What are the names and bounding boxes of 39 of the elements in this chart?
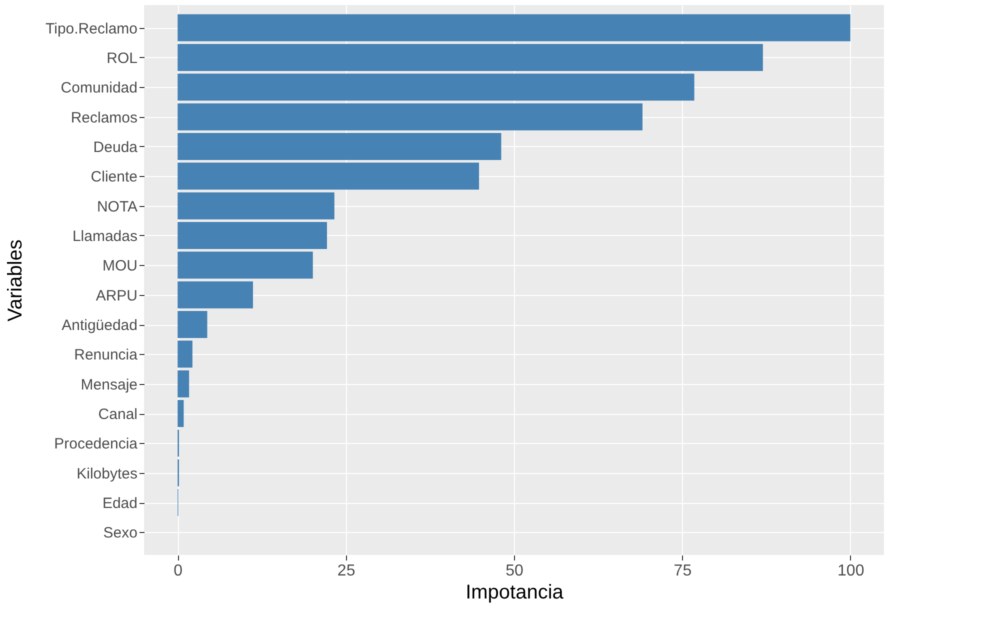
bar bbox=[178, 281, 253, 308]
bar bbox=[178, 311, 208, 338]
bar bbox=[178, 252, 313, 279]
y-tick-label: ROL bbox=[106, 50, 138, 67]
bar bbox=[178, 400, 184, 428]
y-tick-label: Antigüedad bbox=[62, 317, 138, 334]
y-tick-label: MOU bbox=[102, 258, 138, 275]
y-tick-label: Procedencia bbox=[54, 436, 138, 453]
bar bbox=[178, 340, 192, 368]
y-tick-label: Mensaje bbox=[80, 376, 138, 394]
x-tick-label: 100 bbox=[838, 562, 864, 580]
y-tick-label: Sexo bbox=[103, 524, 138, 542]
x-tick-label: 25 bbox=[337, 562, 356, 580]
bar bbox=[178, 192, 334, 220]
y-tick-label: Cliente bbox=[90, 168, 138, 186]
x-tick-label: 50 bbox=[506, 562, 524, 580]
x-axis-title: Impotancia bbox=[466, 582, 564, 604]
bar bbox=[178, 222, 327, 249]
bar bbox=[178, 162, 480, 190]
bar bbox=[178, 44, 763, 71]
y-axis-title: Variables bbox=[4, 240, 27, 322]
y-tick-label: Deuda bbox=[93, 138, 138, 156]
y-tick-label: NOTA bbox=[96, 198, 138, 216]
bar bbox=[178, 103, 642, 130]
y-tick-label: Renuncia bbox=[74, 346, 138, 364]
bar bbox=[178, 370, 190, 398]
bar bbox=[178, 14, 850, 42]
x-tick-label: 75 bbox=[674, 562, 692, 580]
y-tick-label: Canal bbox=[98, 406, 138, 424]
bar bbox=[178, 74, 694, 101]
y-tick-label: ARPU bbox=[96, 287, 138, 304]
y-tick-label: Tipo.Reclamo bbox=[46, 20, 138, 38]
y-tick-label: Edad bbox=[102, 495, 138, 512]
x-tick-label: 0 bbox=[174, 562, 183, 580]
y-tick-label: Reclamos bbox=[70, 109, 138, 126]
bar bbox=[178, 132, 502, 160]
y-tick-label: Comunidad bbox=[60, 80, 138, 97]
y-tick-label: Kilobytes bbox=[76, 465, 138, 482]
y-tick-label: Llamadas bbox=[72, 228, 138, 245]
